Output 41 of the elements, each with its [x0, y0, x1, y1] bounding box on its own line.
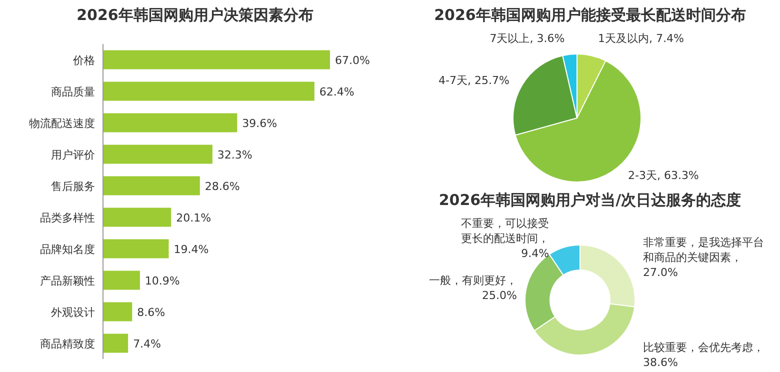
- y-tick-label: 物流配送速度: [29, 116, 95, 130]
- y-tick-label: 价格: [72, 54, 95, 67]
- y-tick-label: 商品精致度: [40, 337, 95, 350]
- data-label: 28.6%: [204, 180, 240, 193]
- y-tick-label: 商品质量: [51, 85, 95, 98]
- slice-label: 2-3天, 63.3%: [628, 169, 699, 182]
- bar: [103, 176, 200, 196]
- bar: [103, 113, 238, 132]
- bar: [103, 82, 314, 101]
- y-tick-label: 用户评价: [51, 148, 95, 162]
- chart-title: 2026年韩国网购用户决策因素分布: [76, 6, 314, 24]
- slice-label: 一般，有则更好，25.0%: [429, 274, 517, 302]
- y-tick-label: 品牌知名度: [40, 242, 95, 256]
- data-label: 20.1%: [176, 211, 212, 224]
- data-label: 67.0%: [335, 54, 370, 67]
- bar: [103, 50, 330, 70]
- bar: [103, 208, 172, 227]
- slice-label: 4-7天, 25.7%: [438, 74, 510, 88]
- data-label: 10.9%: [144, 274, 180, 288]
- slice-label: 7天以上, 3.6%: [490, 32, 565, 45]
- data-label: 32.3%: [217, 148, 252, 162]
- data-label: 7.4%: [133, 337, 162, 350]
- data-label: 39.6%: [242, 116, 278, 130]
- y-tick-label: 售后服务: [51, 180, 95, 193]
- bar: [103, 144, 212, 164]
- data-label: 8.6%: [137, 306, 166, 319]
- chart-title: 2026年韩国网购用户能接受最长配送时间分布: [434, 6, 746, 24]
- slice-label: 1天及以内, 7.4%: [598, 32, 684, 45]
- y-tick-label: 品类多样性: [40, 211, 95, 224]
- y-tick-label: 产品新颖性: [40, 274, 95, 288]
- slice-label: 不重要，可以接受更长的配送时间，9.4%: [461, 216, 550, 260]
- bar: [103, 302, 132, 322]
- slice-label: 比较重要，会优先考虑，38.6%: [643, 341, 764, 369]
- bar: [103, 270, 140, 290]
- data-label: 19.4%: [174, 242, 209, 256]
- y-tick-label: 外观设计: [51, 306, 95, 319]
- bar: [103, 334, 128, 353]
- slice-label: 非常重要，是我选择平台和商品的关键因素，27.0%: [643, 236, 764, 280]
- chart-title: 2026年韩国网购用户对当/次日达服务的态度: [438, 191, 742, 209]
- bar: [103, 239, 169, 258]
- data-label: 62.4%: [319, 85, 354, 98]
